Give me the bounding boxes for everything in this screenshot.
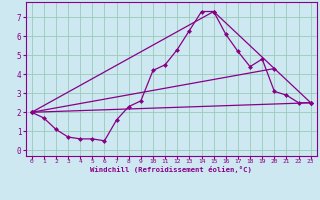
X-axis label: Windchill (Refroidissement éolien,°C): Windchill (Refroidissement éolien,°C) (90, 166, 252, 173)
